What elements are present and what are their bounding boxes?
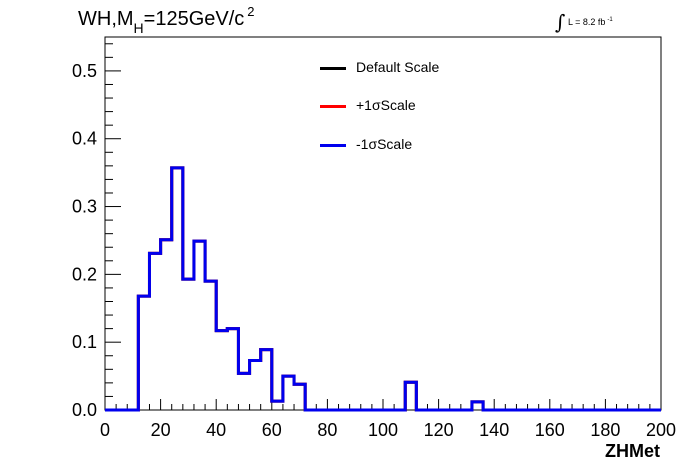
y-tick-label: 0.2: [72, 264, 97, 284]
x-tick-label: 100: [368, 420, 398, 440]
y-tick-label: 0.0: [72, 400, 97, 420]
luminosity-superscript: -1: [607, 17, 613, 23]
title-subscript: H: [133, 20, 144, 36]
x-tick-label: 140: [479, 420, 509, 440]
legend-swatch-plus1sigma: [320, 105, 346, 108]
x-tick-label: 60: [262, 420, 282, 440]
legend-label-default: Default Scale: [356, 59, 440, 75]
x-tick-label: 80: [317, 420, 337, 440]
title-main: WH,M: [78, 8, 134, 30]
x-tick-label: 120: [424, 420, 454, 440]
x-tick-label: 160: [535, 420, 565, 440]
x-axis-label: ZHMet: [605, 441, 660, 461]
plot-frame: [104, 36, 662, 411]
series-line-0: [105, 166, 661, 412]
title-superscript: 2: [247, 4, 255, 19]
axes: 0 20 40 60 80 100 120 140 160 180 200 0.0 0.1 0.2 0.3 0…: [72, 43, 676, 440]
x-tick-label: 0: [100, 420, 110, 440]
y-tick-label: 0.1: [72, 332, 97, 352]
legend-swatch-default: [320, 67, 346, 70]
legend-label-plus1sigma: +1σScale: [356, 97, 416, 113]
series-group: [105, 166, 661, 412]
x-tick-label: 200: [646, 420, 676, 440]
y-tick-label: 0.4: [72, 129, 97, 149]
legend-swatch-minus1sigma: [320, 144, 346, 147]
y-tick-label: 0.3: [72, 197, 97, 217]
title-rest: =125GeV/c: [143, 8, 245, 30]
y-tick-label: 0.5: [72, 61, 97, 81]
legend-label-minus1sigma: -1σScale: [356, 136, 413, 152]
x-tick-label: 20: [151, 420, 171, 440]
series-line-1: [105, 166, 661, 412]
luminosity-label: ∫ L = 8.2 fb -1: [555, 6, 613, 34]
chart-title: WH,MH=125GeV/c 2: [78, 4, 255, 36]
series-line-2: [105, 166, 661, 412]
integral-symbol: ∫: [555, 10, 566, 34]
x-tick-label: 180: [590, 420, 620, 440]
x-tick-label: 40: [206, 420, 226, 440]
luminosity-text: L = 8.2 fb: [567, 17, 606, 27]
